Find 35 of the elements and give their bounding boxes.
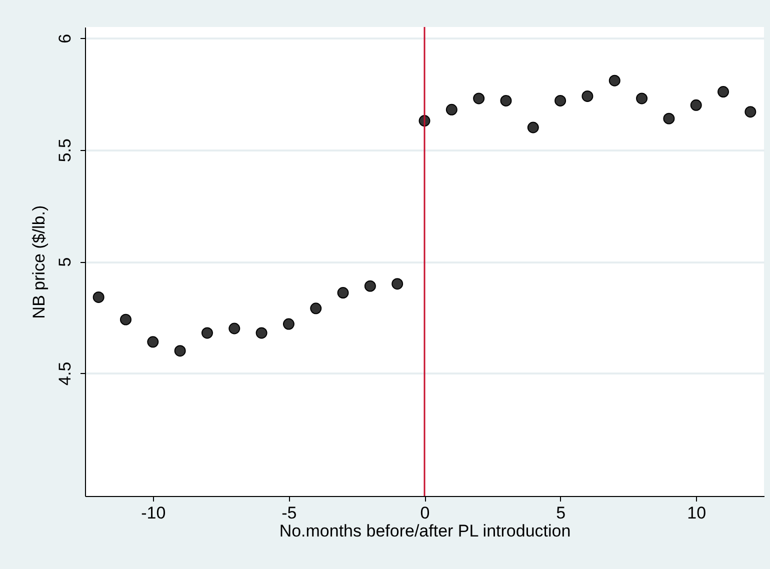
x-tick-label: 10 xyxy=(687,504,706,522)
point xyxy=(201,327,213,339)
point xyxy=(554,94,566,106)
y-tick-label: 5.5 xyxy=(56,138,74,162)
x-axis-title: No.months before/after PL introduction xyxy=(279,522,571,540)
point xyxy=(310,302,322,314)
point xyxy=(228,322,240,334)
point xyxy=(744,106,756,118)
point xyxy=(718,86,730,98)
point xyxy=(174,345,186,357)
point xyxy=(364,280,376,292)
point xyxy=(582,90,594,102)
x-tick-label: 0 xyxy=(420,504,430,522)
point xyxy=(392,278,404,290)
x-tick-label: 5 xyxy=(556,504,566,522)
point xyxy=(663,112,675,124)
point xyxy=(500,94,512,106)
point xyxy=(690,99,702,111)
x-tick-label: -5 xyxy=(282,504,297,522)
point xyxy=(446,104,458,116)
point xyxy=(608,74,620,86)
y-tick-label: 5 xyxy=(56,257,74,267)
point xyxy=(337,287,349,298)
point xyxy=(527,122,539,134)
x-tick-label: -10 xyxy=(141,504,166,522)
y-axis-title: NB price ($/lb.) xyxy=(30,205,48,319)
point xyxy=(147,336,159,348)
point xyxy=(92,292,104,303)
y-tick-label: 6 xyxy=(56,34,74,44)
point xyxy=(120,314,132,326)
point xyxy=(636,92,648,104)
point xyxy=(256,327,268,339)
point xyxy=(473,92,485,104)
point xyxy=(282,318,294,330)
y-tick-label: 4.5 xyxy=(56,362,74,386)
